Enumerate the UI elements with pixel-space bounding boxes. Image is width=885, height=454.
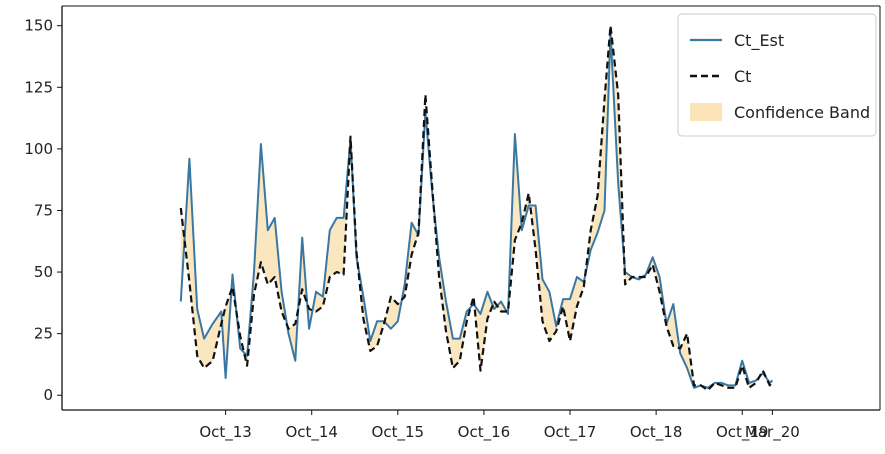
confidence-band	[180, 25, 773, 391]
x-tick-label: Oct_15	[372, 423, 425, 442]
y-tick-label: 150	[24, 17, 53, 35]
legend: Ct_Est Ct Confidence Band	[677, 13, 877, 137]
legend-label: Ct	[734, 67, 751, 86]
series-layer	[179, 24, 774, 392]
y-tick-label: 0	[43, 386, 53, 404]
legend-box	[677, 13, 877, 137]
series-line-ct-est	[179, 32, 774, 389]
x-tick-label: Oct_13	[199, 423, 252, 442]
axes-layer: 0 25 50 75 100 125 150 Oct_13 Oct_14 Oct_15 Oct_16…	[24, 5, 881, 442]
series-line-ct	[179, 24, 774, 392]
legend-label: Confidence Band	[734, 103, 870, 122]
y-tick-label: 75	[34, 201, 53, 219]
legend-swatch-confidence-band	[690, 103, 722, 121]
y-tick-label: 50	[34, 263, 53, 281]
y-tick-label: 125	[24, 78, 53, 96]
x-tick-label: Oct_19	[716, 423, 769, 442]
y-tick-label: 100	[24, 140, 53, 158]
x-tick-label: Mar_20	[745, 423, 800, 442]
confidence-band-layer	[180, 25, 773, 391]
x-tick-label: Oct_17	[544, 423, 597, 442]
legend-label: Ct_Est	[734, 31, 784, 51]
x-tick-label: Oct_18	[630, 423, 683, 442]
x-tick-label: Oct_16	[458, 423, 511, 442]
x-tick-label: Oct_14	[285, 423, 338, 442]
y-tick-label: 25	[34, 325, 53, 343]
